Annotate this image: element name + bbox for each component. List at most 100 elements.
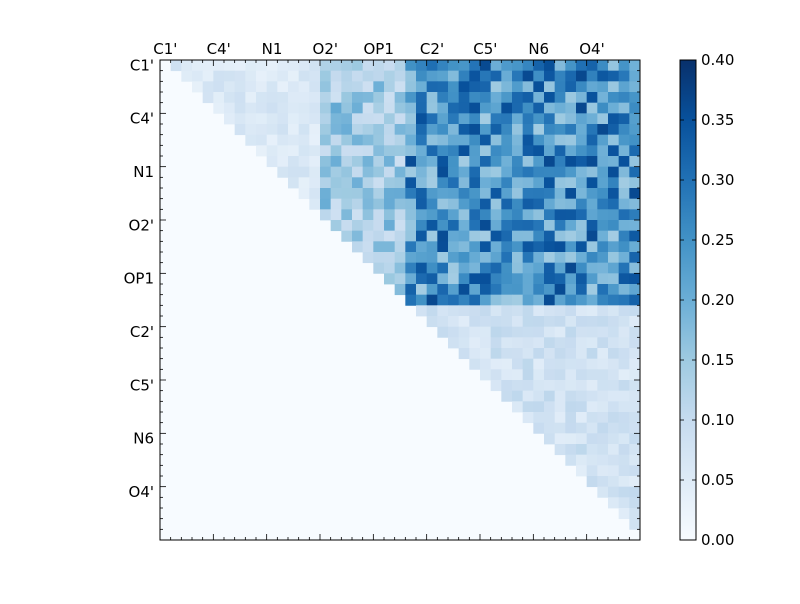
heatmap-cell — [213, 81, 225, 93]
heatmap-cell — [448, 188, 460, 200]
heatmap-cell — [618, 326, 630, 338]
heatmap-cell — [458, 177, 470, 189]
heatmap-cell — [565, 102, 577, 114]
heatmap-cell — [501, 284, 513, 296]
heatmap-cell — [416, 198, 428, 210]
heatmap-cell — [202, 92, 214, 104]
heatmap-cell — [576, 369, 588, 381]
heatmap-cell — [565, 444, 577, 456]
heatmap-cell — [320, 188, 332, 200]
heatmap-cell — [416, 294, 428, 306]
y-tick-label: C5' — [130, 376, 154, 394]
heatmap-cell — [608, 433, 620, 445]
heatmap-cell — [576, 412, 588, 424]
heatmap-cell — [426, 60, 438, 72]
heatmap-cell — [352, 60, 364, 72]
heatmap-cell — [522, 358, 534, 370]
heatmap-cell — [362, 156, 374, 168]
heatmap-cell — [618, 380, 630, 392]
heatmap-cell — [618, 497, 630, 509]
heatmap-cell — [469, 305, 481, 317]
heatmap-cell — [586, 476, 598, 488]
heatmap-cell — [362, 252, 374, 264]
heatmap-cell — [512, 113, 524, 125]
heatmap-cell — [480, 134, 492, 146]
heatmap-cell — [373, 145, 385, 157]
heatmap-cell — [469, 188, 481, 200]
heatmap-cell — [554, 337, 566, 349]
heatmap-cell — [362, 92, 374, 104]
heatmap-cell — [586, 422, 598, 434]
heatmap-cell — [373, 262, 385, 274]
heatmap-cell — [384, 198, 396, 210]
heatmap-cell — [618, 444, 630, 456]
heatmap-cell — [245, 92, 257, 104]
heatmap-cell — [362, 177, 374, 189]
heatmap-cell — [373, 166, 385, 178]
heatmap-cell — [437, 113, 449, 125]
heatmap-cell — [576, 241, 588, 253]
heatmap-cell — [576, 422, 588, 434]
heatmap-cell — [224, 102, 236, 114]
heatmap-cell — [469, 230, 481, 242]
heatmap-cell — [330, 92, 342, 104]
heatmap-cell — [512, 166, 524, 178]
heatmap-cell — [501, 177, 513, 189]
heatmap-cell — [330, 177, 342, 189]
heatmap-cell — [490, 188, 502, 200]
heatmap-cell — [618, 316, 630, 328]
heatmap-cell — [544, 145, 556, 157]
heatmap-cell — [256, 102, 268, 114]
heatmap-cell — [512, 230, 524, 242]
heatmap-cell — [533, 401, 545, 413]
heatmap-cell — [554, 145, 566, 157]
heatmap-cell — [213, 92, 225, 104]
heatmap-cell — [608, 348, 620, 360]
heatmap-cell — [405, 177, 417, 189]
heatmap-cell — [608, 113, 620, 125]
heatmap-cell — [608, 252, 620, 264]
heatmap-cell — [586, 134, 598, 146]
heatmap-cell — [608, 337, 620, 349]
heatmap-cell — [522, 380, 534, 392]
heatmap-cell — [618, 508, 630, 520]
heatmap-cell — [266, 124, 278, 136]
heatmap-cell — [597, 156, 609, 168]
heatmap-cell — [576, 380, 588, 392]
heatmap-cell — [480, 337, 492, 349]
heatmap-cell — [458, 348, 470, 360]
heatmap-cell — [512, 369, 524, 381]
heatmap-cell — [629, 390, 641, 402]
heatmap-cell — [565, 252, 577, 264]
heatmap-cell — [629, 198, 641, 210]
heatmap-cell — [597, 220, 609, 232]
heatmap-cell — [618, 358, 630, 370]
heatmap-cell — [544, 220, 556, 232]
heatmap-cell — [565, 337, 577, 349]
heatmap-cell — [469, 124, 481, 136]
heatmap-cell — [458, 241, 470, 253]
colorbar-tick-label: 0.10 — [701, 411, 734, 429]
heatmap-cell — [544, 390, 556, 402]
heatmap-cell — [416, 124, 428, 136]
heatmap-cell — [373, 230, 385, 242]
heatmap-cell — [448, 241, 460, 253]
heatmap-cell — [501, 92, 513, 104]
heatmap-cell — [288, 145, 300, 157]
heatmap-cell — [362, 145, 374, 157]
heatmap-cell — [597, 113, 609, 125]
heatmap-cell — [501, 273, 513, 285]
heatmap-cell — [448, 284, 460, 296]
heatmap-cell — [522, 273, 534, 285]
heatmap-cell — [192, 70, 204, 82]
heatmap-cell — [341, 177, 353, 189]
heatmap-cell — [362, 113, 374, 125]
heatmap-cell — [234, 124, 246, 136]
heatmap-cell — [544, 273, 556, 285]
heatmap-cell — [490, 337, 502, 349]
heatmap-cell — [469, 294, 481, 306]
heatmap-cell — [458, 60, 470, 72]
heatmap-cell — [394, 262, 406, 274]
heatmap-cell — [448, 220, 460, 232]
